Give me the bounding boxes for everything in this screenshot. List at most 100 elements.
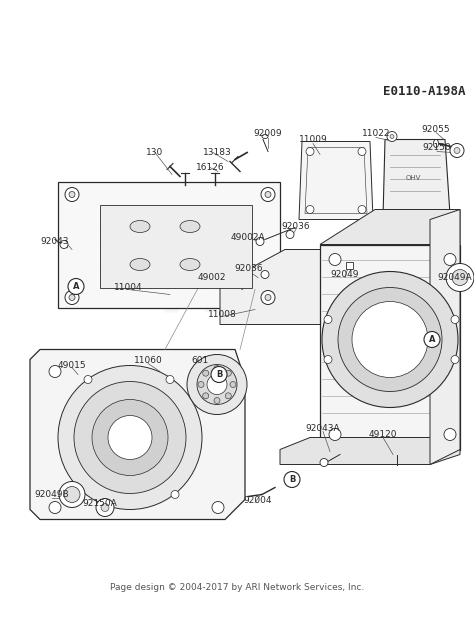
Circle shape [68,279,84,295]
Circle shape [286,230,294,238]
Circle shape [212,365,224,378]
Circle shape [214,365,220,371]
Ellipse shape [130,259,150,271]
Text: 92036: 92036 [282,222,310,231]
Text: 49002A: 49002A [231,233,265,242]
Polygon shape [100,204,252,287]
Circle shape [203,393,209,399]
Circle shape [284,472,300,488]
Text: 92009: 92009 [254,129,283,138]
Polygon shape [220,249,340,324]
Text: A: A [429,335,435,344]
Circle shape [444,254,456,266]
Circle shape [329,428,341,441]
Circle shape [424,332,440,347]
Circle shape [212,501,224,514]
Circle shape [49,501,61,514]
Text: 92049A: 92049A [438,273,472,282]
Polygon shape [58,181,280,308]
Text: 11009: 11009 [299,135,328,144]
Circle shape [187,355,247,415]
Text: 92043A: 92043A [306,424,340,433]
Circle shape [265,191,271,197]
Polygon shape [30,350,245,519]
Circle shape [96,498,114,516]
Circle shape [108,415,152,459]
Circle shape [256,238,264,246]
Ellipse shape [180,220,200,233]
Circle shape [452,269,468,285]
Circle shape [390,134,394,139]
Circle shape [329,254,341,266]
Circle shape [211,366,227,383]
Polygon shape [320,209,460,245]
Circle shape [207,374,227,394]
Polygon shape [320,245,460,449]
Circle shape [444,428,456,441]
Text: 92049B: 92049B [35,490,69,499]
Text: B: B [216,370,222,379]
Circle shape [451,316,459,324]
Circle shape [65,290,79,305]
Text: B: B [289,475,295,484]
Circle shape [338,287,442,391]
Text: 13183: 13183 [202,148,231,157]
Circle shape [324,316,332,324]
Text: 92150: 92150 [423,143,451,152]
Circle shape [451,355,459,363]
Text: 11022: 11022 [362,129,390,138]
Text: Page design © 2004-2017 by ARI Network Services, Inc.: Page design © 2004-2017 by ARI Network S… [110,583,364,592]
Circle shape [446,264,474,292]
Polygon shape [430,209,460,464]
Circle shape [225,370,231,376]
Text: 11008: 11008 [208,310,237,319]
Circle shape [69,191,75,197]
Circle shape [197,365,237,404]
Circle shape [58,365,202,509]
Circle shape [49,365,61,378]
Circle shape [203,370,209,376]
Circle shape [230,381,236,387]
Text: OHV: OHV [405,175,421,181]
Circle shape [171,490,179,498]
Circle shape [69,295,75,300]
Text: ARI: ARI [168,258,306,327]
Text: 601: 601 [191,356,209,365]
Circle shape [261,271,269,279]
Circle shape [358,206,366,214]
Text: 92036: 92036 [235,264,264,273]
Text: 49120: 49120 [369,430,397,439]
Text: 92043: 92043 [41,237,69,246]
Polygon shape [299,142,373,220]
Circle shape [166,376,174,384]
Circle shape [387,131,397,142]
Circle shape [265,295,271,300]
Ellipse shape [180,259,200,271]
Polygon shape [280,438,460,464]
Circle shape [322,272,458,407]
Text: 130: 130 [146,148,164,157]
Circle shape [84,376,92,384]
Circle shape [306,206,314,214]
Bar [346,261,353,269]
Circle shape [358,147,366,155]
Circle shape [261,290,275,305]
Circle shape [214,397,220,404]
Circle shape [59,482,85,508]
Polygon shape [383,139,450,217]
Circle shape [71,490,79,498]
Circle shape [92,399,168,475]
Text: 92055: 92055 [422,125,450,134]
Ellipse shape [434,139,438,147]
Text: A: A [73,282,79,291]
Circle shape [64,487,80,503]
Circle shape [225,393,231,399]
Text: 11060: 11060 [134,356,163,365]
Text: 92049: 92049 [331,270,359,279]
Text: 92004: 92004 [244,496,272,505]
Circle shape [60,241,68,248]
Circle shape [352,301,428,378]
Text: 16126: 16126 [196,163,224,172]
Text: E0110-A198A: E0110-A198A [383,85,466,98]
Circle shape [74,381,186,493]
